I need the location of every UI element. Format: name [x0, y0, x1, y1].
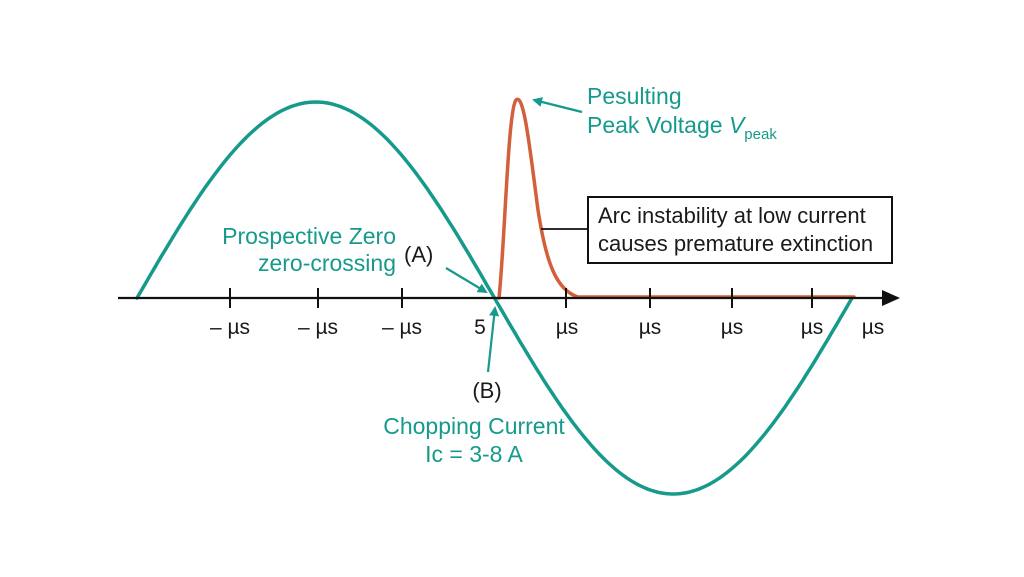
tick-label: µs: [862, 316, 885, 339]
marker-a-label: (A): [404, 242, 433, 267]
peak-pointer-arrow-icon: [532, 97, 583, 114]
tick-label: – µs: [382, 316, 422, 339]
axis-ticks: [229, 288, 813, 308]
prospective-zero-line2: zero-crossing: [258, 250, 396, 276]
callout-line1: Arc instability at low current: [598, 203, 866, 228]
tick-label: – µs: [298, 316, 338, 339]
marker-b-label: (B): [472, 378, 501, 403]
callout-box: [587, 196, 893, 264]
callout-line2: causes premature extinction: [598, 231, 873, 256]
chopping-current-line1: Chopping Current: [383, 413, 565, 439]
axis-arrowhead-icon: [882, 290, 900, 306]
prospective-zero-line1: Prospective Zero: [222, 223, 396, 249]
axis-tick-labels: – µs – µs – µs 5 µs µs µs µs µs: [210, 316, 884, 339]
marker-a-arrow-icon: [445, 267, 488, 294]
peak-voltage-subscript: peak: [744, 126, 777, 143]
chopping-current-line2: Ic = 3-8 A: [425, 441, 523, 467]
tick-label: µs: [801, 316, 824, 339]
peak-voltage-symbol: V: [729, 112, 747, 138]
tick-label: µs: [639, 316, 662, 339]
tick-label: – µs: [210, 316, 250, 339]
peak-voltage-line1: Pesulting: [587, 83, 682, 109]
tick-label: 5: [474, 316, 486, 339]
tick-label: µs: [556, 316, 579, 339]
voltage-spike-curve: [497, 97, 856, 300]
marker-b-arrow-icon: [486, 306, 500, 373]
peak-voltage-line2: Peak Voltage Vpeak: [587, 112, 777, 143]
peak-voltage-label: Pesulting Peak Voltage Vpeak: [587, 83, 777, 143]
peak-voltage-text: Peak Voltage: [587, 112, 729, 138]
tick-label: µs: [721, 316, 744, 339]
